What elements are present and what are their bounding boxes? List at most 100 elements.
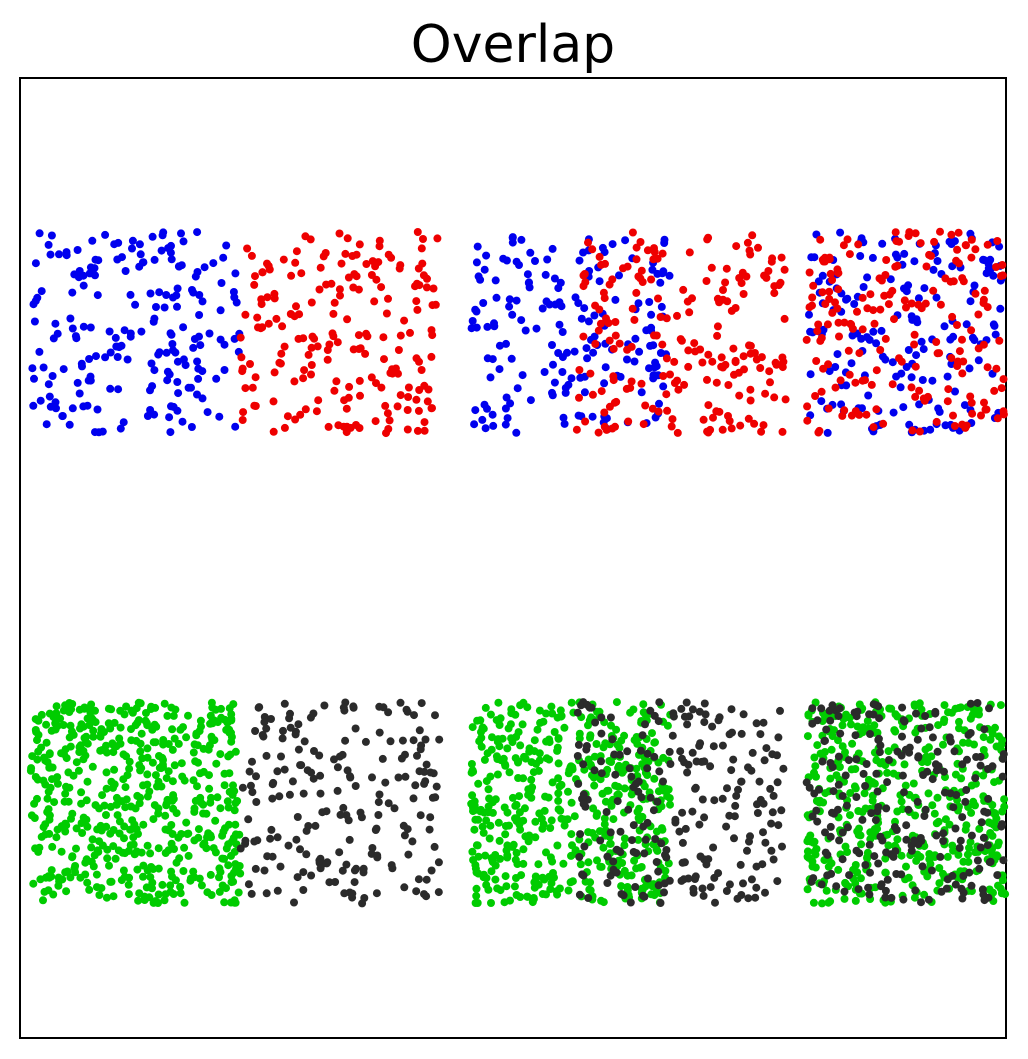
point-panel0-group1-second <box>674 385 683 394</box>
point-panel0-group1-first <box>486 373 495 382</box>
point-panel1-group0-first <box>158 753 167 762</box>
point-panel0-group1-first <box>645 298 654 306</box>
point-panel0-group0-second <box>393 402 402 411</box>
point-panel0-group1-second <box>594 428 603 437</box>
point-panel0-group1-first <box>483 322 492 331</box>
point-panel1-group1-first <box>491 795 500 804</box>
point-panel1-group1-first <box>612 725 621 734</box>
point-panel0-group1-second <box>643 246 652 255</box>
point-panel1-group2-first <box>846 789 855 797</box>
point-panel0-group2-second <box>803 416 812 425</box>
point-panel1-group2-second <box>845 871 854 880</box>
point-panel1-group1-first <box>618 768 627 777</box>
point-panel1-group1-second <box>671 815 680 824</box>
point-panel1-group1-first <box>509 840 518 849</box>
point-panel1-group2-second <box>876 741 885 750</box>
point-panel1-group2-second <box>833 805 842 814</box>
point-panel0-group1-first <box>523 270 532 279</box>
point-panel1-group2-first <box>992 742 1001 751</box>
point-panel1-group2-first <box>911 811 920 820</box>
point-panel0-group0-second <box>427 404 436 413</box>
point-panel0-group1-second <box>680 380 689 389</box>
point-panel1-group2-second <box>865 710 874 719</box>
point-panel1-group0-second <box>294 720 303 729</box>
point-panel0-group1-first <box>608 240 617 249</box>
point-panel1-group2-second <box>832 882 841 891</box>
point-panel1-group0-second <box>238 783 247 792</box>
point-panel1-group0-second <box>420 767 429 776</box>
point-panel0-group2-second <box>953 357 962 366</box>
point-panel0-group1-first <box>495 341 504 350</box>
point-panel0-group1-first <box>580 388 589 397</box>
point-panel1-group1-first <box>652 845 661 854</box>
point-panel1-group0-first <box>182 733 191 742</box>
point-panel1-group1-first <box>659 753 668 762</box>
point-panel0-group1-first <box>583 354 592 363</box>
point-panel1-group0-first <box>33 794 41 803</box>
point-panel0-group0-first <box>59 365 68 374</box>
point-panel1-group2-first <box>971 801 979 810</box>
point-panel1-group1-first <box>521 832 530 841</box>
point-panel0-group2-second <box>831 383 840 392</box>
point-panel1-group2-first <box>992 851 1001 860</box>
point-panel1-group0-first <box>36 875 45 884</box>
point-panel0-group2-first <box>951 387 959 396</box>
point-panel1-group0-first <box>206 719 215 728</box>
point-panel1-group1-first <box>629 705 638 714</box>
point-panel1-group1-first <box>491 875 500 884</box>
point-panel1-group2-first <box>910 893 919 902</box>
point-panel1-group1-first <box>534 860 543 869</box>
point-panel0-group0-second <box>417 366 426 374</box>
point-panel1-group1-second <box>603 852 612 861</box>
point-panel1-group1-first <box>467 799 476 808</box>
point-panel1-group2-first <box>893 835 902 844</box>
point-panel0-group0-first <box>196 341 205 350</box>
point-panel1-group1-first <box>666 800 674 809</box>
point-panel0-group0-first <box>92 352 100 361</box>
point-panel0-group1-second <box>670 379 679 387</box>
point-panel1-group0-first <box>63 867 72 876</box>
point-panel0-group0-first <box>152 303 160 311</box>
point-panel1-group0-second <box>434 888 443 897</box>
point-panel0-group2-second <box>802 335 811 344</box>
point-panel1-group1-second <box>706 883 715 892</box>
point-panel0-group2-first <box>896 383 905 392</box>
point-panel0-group1-first <box>550 274 559 283</box>
point-panel1-group0-first <box>148 758 157 767</box>
point-panel1-group2-first <box>1000 795 1009 804</box>
point-panel1-group0-second <box>307 768 316 777</box>
point-panel0-group0-first <box>215 412 224 421</box>
point-panel0-group2-second <box>888 380 897 389</box>
point-panel1-group1-first <box>510 882 519 891</box>
point-panel0-group1-second <box>611 318 620 326</box>
point-panel0-group1-second <box>743 238 752 247</box>
point-panel1-group0-first <box>143 841 152 850</box>
point-panel0-group1-first <box>567 374 576 383</box>
point-panel1-group2-first <box>947 708 956 717</box>
point-panel0-group0-first <box>173 357 182 366</box>
point-panel1-group2-first <box>818 899 826 908</box>
point-panel0-group1-second <box>748 231 757 240</box>
point-panel1-group2-first <box>853 827 862 836</box>
point-panel0-group0-second <box>404 393 413 401</box>
point-panel1-group2-first <box>994 881 1002 890</box>
point-panel1-group0-first <box>211 816 220 825</box>
point-panel1-group0-first <box>235 862 244 870</box>
point-panel1-group2-second <box>883 778 892 787</box>
point-panel1-group1-first <box>650 738 659 747</box>
point-panel0-group0-first <box>147 359 156 368</box>
point-panel0-group1-first <box>499 254 508 263</box>
point-panel1-group2-second <box>940 767 948 776</box>
point-panel0-group0-second <box>345 382 354 391</box>
point-panel0-group2-second <box>824 404 833 413</box>
point-panel0-group1-first <box>541 270 550 279</box>
point-panel0-group1-second <box>662 354 671 363</box>
point-panel0-group2-second <box>980 398 988 407</box>
point-panel0-group0-second <box>344 273 353 282</box>
point-panel1-group0-first <box>74 766 83 775</box>
point-panel1-group2-second <box>977 818 986 827</box>
point-panel0-group0-second <box>241 310 250 319</box>
point-panel1-group0-first <box>161 825 170 834</box>
point-panel1-group0-first <box>33 755 42 764</box>
point-panel1-group1-first <box>547 702 556 711</box>
